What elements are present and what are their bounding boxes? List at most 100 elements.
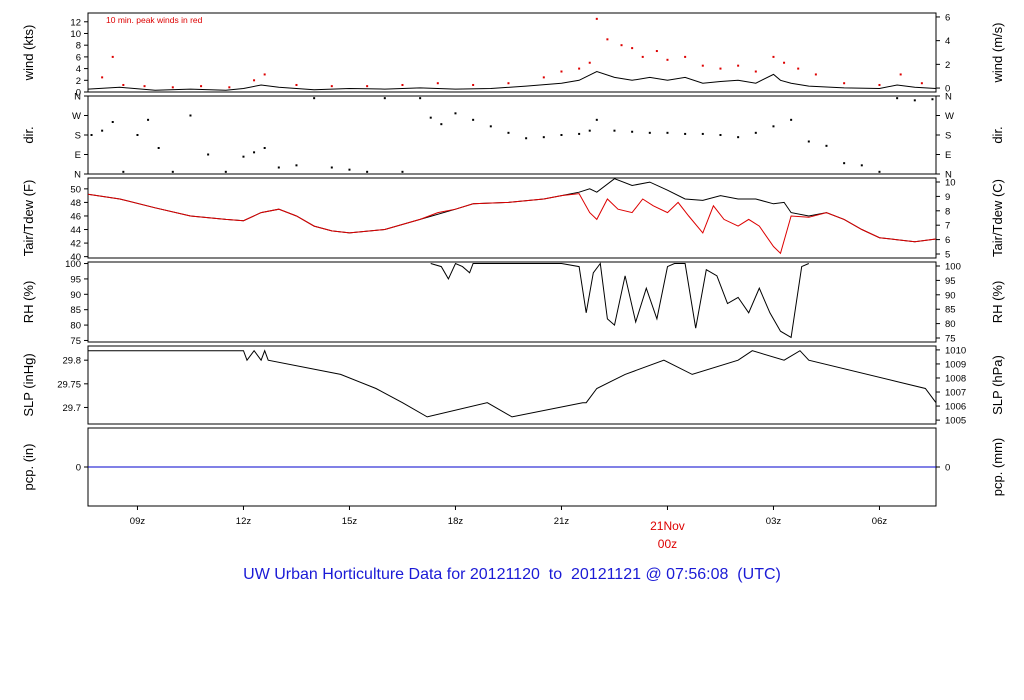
data-point-dir <box>366 170 369 173</box>
data-point-dir <box>454 112 457 115</box>
data-point-peak <box>606 38 609 41</box>
ytick-label-right: 75 <box>945 334 956 345</box>
data-point-dir <box>860 164 863 167</box>
ytick-label-right: 9 <box>945 192 950 203</box>
ylabel-right-1: dir. <box>990 126 1005 143</box>
ytick-label-left: 10 <box>70 29 81 40</box>
data-point-peak <box>295 83 298 86</box>
data-point-dir <box>440 123 443 126</box>
ytick-label-left: 12 <box>70 17 81 28</box>
data-point-peak <box>401 83 404 86</box>
data-point-peak <box>754 70 757 73</box>
data-point-dir <box>719 134 722 136</box>
ytick-label-right: 1006 <box>945 402 966 413</box>
ytick-label-right: E <box>945 150 951 161</box>
ytick-label-right: 85 <box>945 305 956 316</box>
data-point-dir <box>878 170 881 173</box>
data-point-dir <box>595 118 598 121</box>
ytick-label-right: 90 <box>945 290 956 301</box>
data-point-dir <box>507 131 510 134</box>
peak-wind-annotation: 10 min. peak winds in red <box>106 15 203 25</box>
ylabel-left-1: dir. <box>21 126 36 143</box>
data-point-dir <box>90 134 93 136</box>
data-point-peak <box>253 79 256 82</box>
data-point-peak <box>200 85 203 88</box>
panel-frame-3 <box>87 261 937 343</box>
data-point-dir <box>313 97 316 100</box>
series-line-Tair <box>87 178 937 243</box>
date-label: 21Nov <box>650 519 685 533</box>
date-time-label: 00z <box>658 537 677 551</box>
ytick-label-right: 0 <box>945 84 950 95</box>
data-point-dir <box>207 153 210 156</box>
ytick-label-right: 95 <box>945 276 956 287</box>
xtick-label: 09z <box>130 516 146 527</box>
data-point-dir <box>122 170 125 173</box>
panel-frame-1 <box>87 95 937 175</box>
ytick-label-left: 44 <box>70 225 81 236</box>
data-point-peak <box>588 61 591 64</box>
ytick-label-left: 40 <box>70 252 81 263</box>
data-point-dir <box>472 118 475 121</box>
data-point-peak <box>472 83 475 86</box>
data-point-dir <box>330 166 333 169</box>
panel-frame-2 <box>87 177 937 259</box>
data-point-dir <box>136 134 139 136</box>
ytick-label-right: S <box>945 131 951 142</box>
xtick-label: 15z <box>342 516 358 527</box>
data-point-dir <box>189 114 192 117</box>
data-point-dir <box>525 137 528 140</box>
data-point-peak <box>111 55 114 58</box>
data-point-peak <box>878 83 881 86</box>
ytick-label-left: 29.7 <box>63 403 82 414</box>
ytick-label-left: 8 <box>76 41 81 52</box>
data-point-dir <box>253 151 256 154</box>
data-point-dir <box>157 147 160 149</box>
ytick-label-right: N <box>945 92 952 103</box>
ytick-label-left: W <box>72 111 81 122</box>
data-point-peak <box>737 64 740 67</box>
data-point-dir <box>772 125 775 128</box>
data-point-peak <box>641 55 644 58</box>
data-point-dir <box>843 162 846 165</box>
ylabel-left-3: RH (%) <box>21 281 36 324</box>
ytick-label-left: N <box>74 170 81 181</box>
ytick-label-left: S <box>75 131 81 142</box>
ytick-label-right: 6 <box>945 12 950 23</box>
data-point-peak <box>330 85 333 88</box>
data-point-peak <box>171 86 174 89</box>
data-point-peak <box>920 82 923 85</box>
data-point-peak <box>542 76 545 79</box>
ylabel-right-2: Tair/Tdew (C) <box>990 179 1005 257</box>
ytick-label-right: 10 <box>945 178 956 189</box>
footer-title: UW Urban Horticulture Data for 20121120 … <box>243 566 781 583</box>
series-line-wind <box>87 70 937 91</box>
xtick-label: 06z <box>872 516 888 527</box>
data-point-dir <box>684 132 687 135</box>
data-point-dir <box>754 131 757 134</box>
series-line-RH <box>430 262 810 339</box>
xtick-label: 03z <box>766 516 782 527</box>
ytick-label-left: 4 <box>76 64 81 75</box>
ytick-label-right: N <box>945 170 952 181</box>
panel-frame-4 <box>87 345 937 425</box>
data-point-peak <box>560 70 563 73</box>
data-point-dir <box>419 97 422 100</box>
data-point-peak <box>772 55 775 58</box>
data-point-peak <box>366 85 369 88</box>
series-line-SLP <box>88 349 937 418</box>
xtick-label: 12z <box>236 516 252 527</box>
ylabel-left-0: wind (kts) <box>21 25 36 82</box>
ytick-label-right: W <box>945 111 954 122</box>
ytick-label-left: E <box>75 150 81 161</box>
ytick-label-left: 75 <box>70 336 81 347</box>
data-point-dir <box>111 121 114 123</box>
ytick-label-left: 46 <box>70 211 81 222</box>
data-point-dir <box>101 129 104 132</box>
data-point-peak <box>843 82 846 85</box>
ytick-label-left: 85 <box>70 305 81 316</box>
ytick-label-left: 42 <box>70 239 81 250</box>
data-point-dir <box>383 97 386 100</box>
data-point-dir <box>171 170 174 173</box>
